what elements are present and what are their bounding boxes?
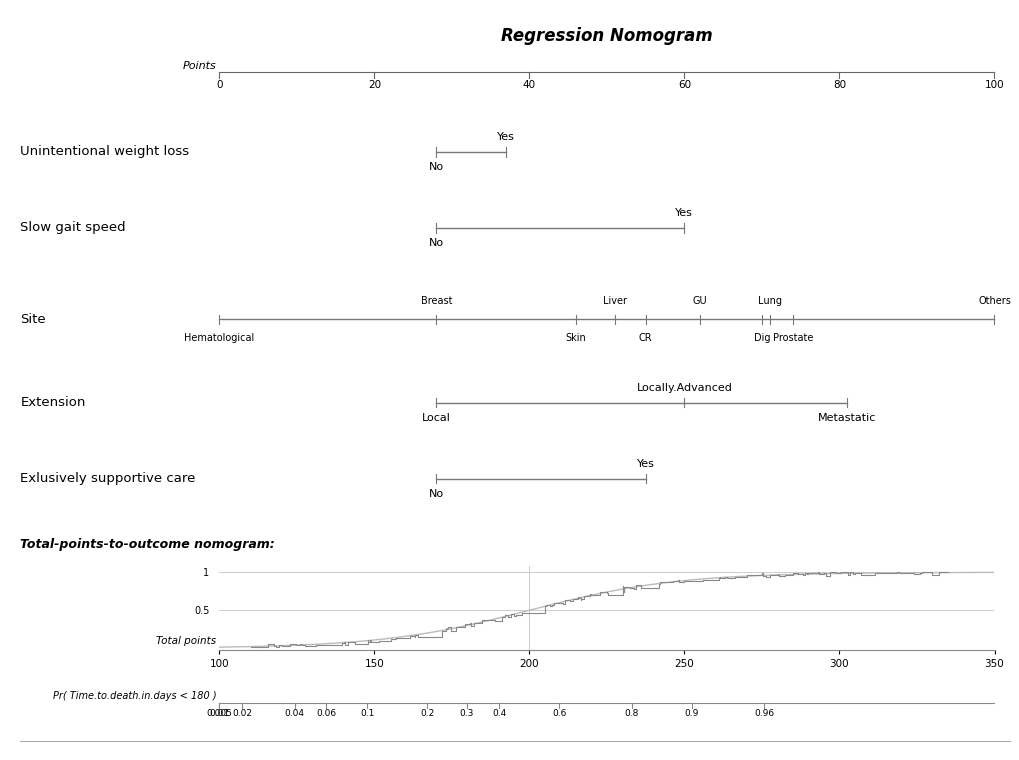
Text: 20: 20 <box>368 80 380 90</box>
Text: 0.3: 0.3 <box>460 709 474 718</box>
Text: 0.4: 0.4 <box>492 709 506 718</box>
Text: Lung: Lung <box>757 296 781 306</box>
Text: 0.6: 0.6 <box>551 709 566 718</box>
Text: No: No <box>428 238 443 248</box>
Text: GU: GU <box>692 296 706 306</box>
Text: Others: Others <box>977 296 1010 306</box>
Text: Breast: Breast <box>420 296 451 306</box>
Text: 0.9: 0.9 <box>684 709 698 718</box>
Text: 0.1: 0.1 <box>360 709 374 718</box>
Text: Unintentional weight loss: Unintentional weight loss <box>20 145 190 159</box>
Text: Dig: Dig <box>753 333 769 343</box>
Text: Slow gait speed: Slow gait speed <box>20 221 126 235</box>
Text: Total points: Total points <box>156 636 216 646</box>
Text: 0.02: 0.02 <box>232 709 252 718</box>
Text: 80: 80 <box>833 80 845 90</box>
Text: Total-points-to-outcome nomogram:: Total-points-to-outcome nomogram: <box>20 538 275 551</box>
Text: Points: Points <box>182 61 216 71</box>
Text: Extension: Extension <box>20 396 86 410</box>
Text: 0.2: 0.2 <box>420 709 434 718</box>
Text: Site: Site <box>20 312 46 326</box>
Text: No: No <box>428 489 443 499</box>
Text: Yes: Yes <box>636 459 654 469</box>
Text: CR: CR <box>638 333 652 343</box>
Text: Local: Local <box>422 413 450 423</box>
Text: Hematological: Hematological <box>184 333 254 343</box>
Text: No: No <box>428 162 443 172</box>
Text: Exlusively supportive care: Exlusively supportive care <box>20 472 196 486</box>
Text: Metastatic: Metastatic <box>817 413 875 423</box>
Text: Skin: Skin <box>565 333 586 343</box>
Text: Pr( Time.to.death.in.days < 180 ): Pr( Time.to.death.in.days < 180 ) <box>53 692 216 701</box>
Text: Yes: Yes <box>496 132 515 142</box>
Text: 0.8: 0.8 <box>624 709 638 718</box>
Text: 0.96: 0.96 <box>753 709 773 718</box>
Text: 0: 0 <box>216 80 222 90</box>
Text: 0.06: 0.06 <box>316 709 336 718</box>
Text: Liver: Liver <box>602 296 626 306</box>
Text: 40: 40 <box>523 80 535 90</box>
Text: 0.005: 0.005 <box>206 709 232 718</box>
Text: 0.01: 0.01 <box>209 709 229 718</box>
Text: 100: 100 <box>983 80 1004 90</box>
Text: Locally.Advanced: Locally.Advanced <box>636 383 732 393</box>
Text: 0.04: 0.04 <box>284 709 305 718</box>
Text: Yes: Yes <box>675 208 693 218</box>
Text: Regression Nomogram: Regression Nomogram <box>500 27 712 45</box>
Text: Prostate: Prostate <box>772 333 812 343</box>
Text: 60: 60 <box>678 80 690 90</box>
